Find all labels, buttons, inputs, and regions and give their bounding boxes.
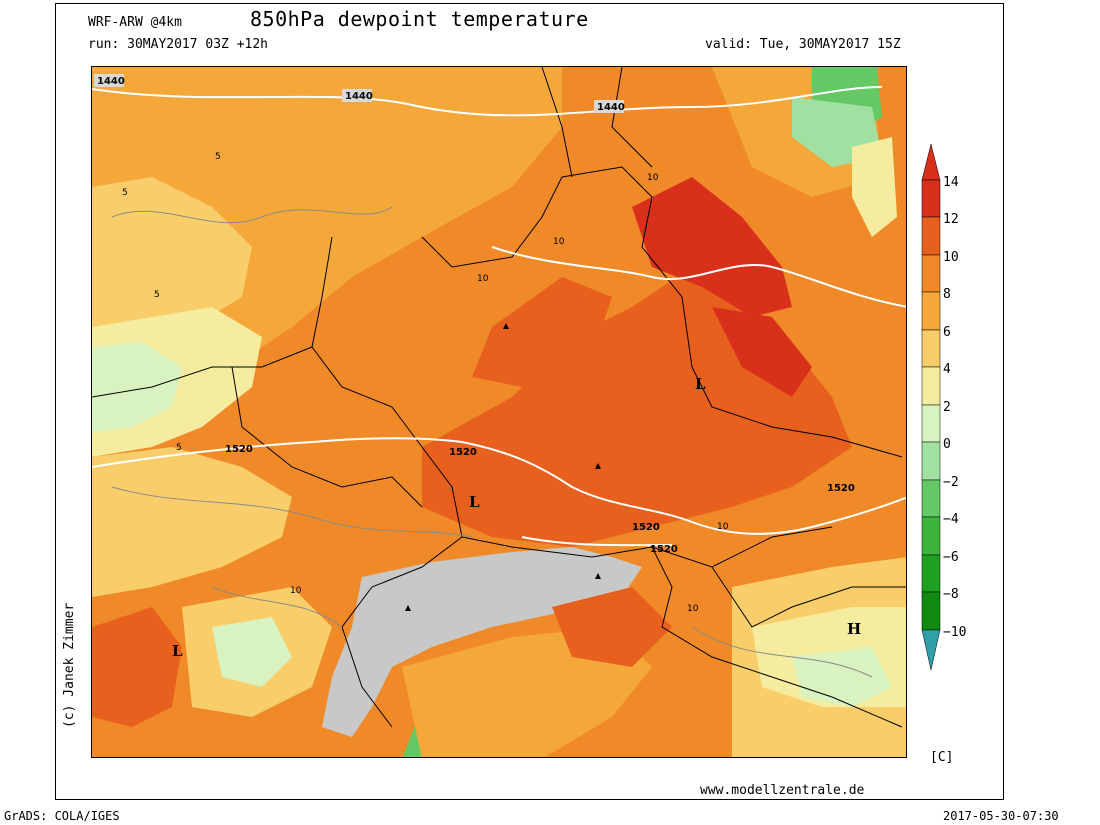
- colorbar-label: 4: [943, 362, 951, 377]
- contour-label: 5: [154, 290, 160, 300]
- colorbar-label: −4: [943, 512, 959, 527]
- contour-label: 10: [290, 586, 302, 596]
- region-france-yellow: [92, 447, 292, 597]
- colorbar-label: −8: [943, 587, 959, 602]
- colorbar-bin: [921, 479, 941, 518]
- website-link[interactable]: www.modellzentrale.de: [700, 783, 865, 798]
- colorbar-label: 0: [943, 437, 951, 452]
- colorbar-label: 6: [943, 325, 951, 340]
- contour-label: 10: [477, 274, 489, 284]
- terrain-mask-alps: [322, 547, 642, 737]
- contour-label: 10: [717, 522, 729, 532]
- colorbar-bin: [921, 366, 941, 406]
- geopotential-1520: [92, 246, 906, 547]
- colorbar-label: 10: [943, 250, 959, 265]
- colorbar-bin: [921, 291, 941, 331]
- colorbar-bin: [921, 441, 941, 481]
- colorbar: [921, 143, 941, 671]
- region-poland-red2: [712, 307, 812, 397]
- colorbar-bin: [921, 554, 941, 593]
- colorbar-bin: [921, 216, 941, 256]
- peak-marker-icon: [595, 573, 601, 579]
- low-pressure-center: L: [469, 493, 480, 511]
- low-pressure-center: L: [172, 642, 183, 660]
- contour-label: 5: [176, 443, 182, 453]
- contour-label: 1440: [97, 76, 125, 87]
- map-title: 850hPa dewpoint temperature: [250, 7, 589, 31]
- grads-credit: GrADS: COLA/IGES: [4, 809, 120, 823]
- dewpoint-labels: 5 5 5 5 10 10 10 10 10 10: [122, 152, 729, 614]
- contour-label: 1440: [597, 102, 625, 113]
- contour-label: 10: [687, 604, 699, 614]
- region-north-light: [92, 177, 252, 337]
- peak-marker-icon: [503, 323, 509, 329]
- colorbar-label: −10: [943, 625, 967, 640]
- dewpoint-contours: [111, 206, 873, 678]
- colorbar-label: 12: [943, 212, 959, 227]
- peak-marker-icon: [595, 463, 601, 469]
- high-pressure-center: H: [847, 620, 861, 638]
- region-poland-red: [632, 177, 792, 317]
- peak-marker-icon: [405, 605, 411, 611]
- contour-label: 10: [553, 237, 565, 247]
- colorbar-arrow-bottom-icon: [921, 629, 941, 671]
- model-label: WRF-ARW @4km: [88, 15, 182, 30]
- valid-time: valid: Tue, 30MAY2017 15Z: [705, 37, 901, 52]
- colorbar-label: 14: [943, 175, 959, 190]
- region-adriatic-red: [552, 587, 672, 667]
- colorbar-bin: [921, 329, 941, 368]
- generation-timestamp: 2017-05-30-07:30: [943, 809, 1059, 823]
- contour-label: 1520: [827, 483, 855, 494]
- region-germany-red: [472, 277, 612, 387]
- pressure-centers: L L L H: [172, 375, 861, 660]
- colorbar-bin: [921, 179, 941, 218]
- geopotential-labels: 1440 1440 1440 1520 1520 1520 1520 1520: [94, 74, 855, 555]
- contour-label: 1520: [449, 447, 477, 458]
- country-borders: [92, 67, 906, 728]
- colorbar-arrow-top-icon: [921, 143, 941, 181]
- region-sw-pale: [212, 617, 292, 687]
- contour-label: 1520: [225, 444, 253, 455]
- peak-markers: [405, 323, 601, 611]
- region-west-red: [92, 607, 182, 727]
- geopotential-1440: [92, 86, 883, 117]
- contour-label: 5: [215, 152, 221, 162]
- colorbar-bin: [921, 516, 941, 556]
- colorbar-bin: [921, 404, 941, 443]
- contour-label: 5: [122, 188, 128, 198]
- colorbar-label: −6: [943, 550, 959, 565]
- dewpoint-map: 1440 1440 1440 1520 1520 1520 1520 1520 …: [91, 66, 907, 758]
- colorbar-label: 2: [943, 400, 951, 415]
- colorbar-label: 8: [943, 287, 951, 302]
- low-pressure-center: L: [695, 375, 706, 393]
- contour-label: 1520: [632, 522, 660, 533]
- colorbar-bin: [921, 591, 941, 631]
- contour-label: 10: [647, 173, 659, 183]
- region-benelux-palest: [92, 342, 182, 432]
- colorbar-bin: [921, 254, 941, 293]
- colorbar-label: −2: [943, 475, 959, 490]
- run-info: run: 30MAY2017 03Z +12h: [88, 37, 269, 52]
- contour-label: 1520: [650, 544, 678, 555]
- region-northeast-pale: [852, 137, 897, 237]
- map-canvas: 1440 1440 1440 1520 1520 1520 1520 1520 …: [92, 67, 906, 757]
- unit-label: [C]: [930, 750, 954, 765]
- contour-label: 1440: [345, 91, 373, 102]
- copyright-label: (c) Janek Zimmer: [62, 602, 77, 728]
